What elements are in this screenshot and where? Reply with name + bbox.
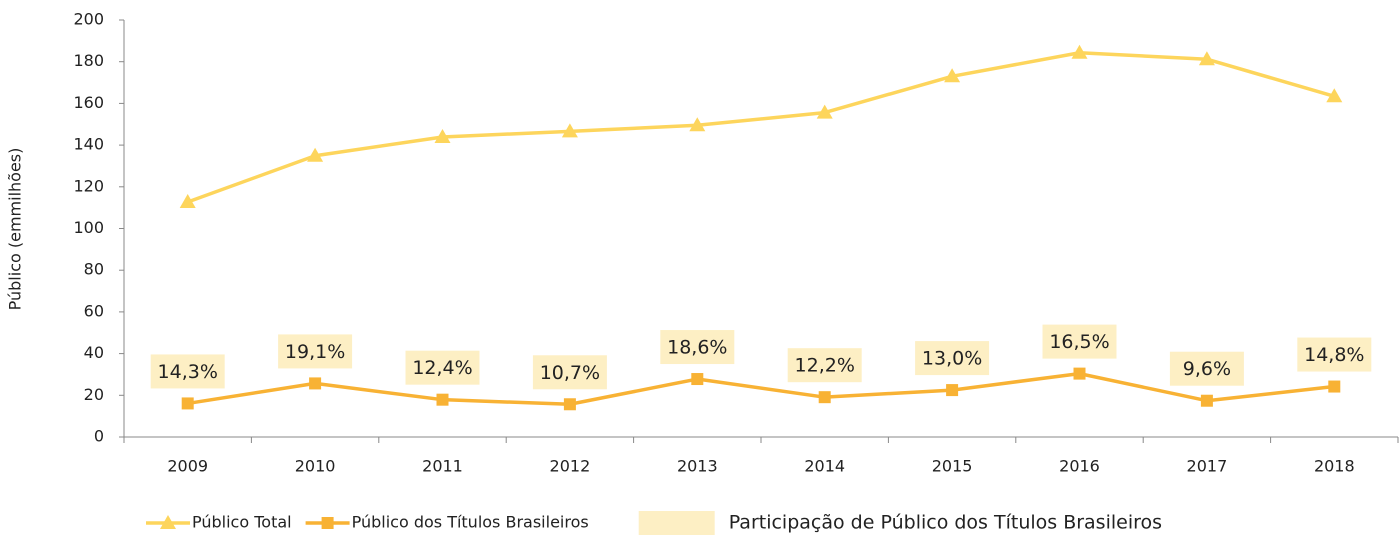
legend-label: Participação de Público dos Títulos Bras… <box>729 512 1162 534</box>
point-marker <box>816 104 833 119</box>
point-marker <box>691 373 704 386</box>
data-label: 16,5% <box>1049 331 1109 353</box>
point-marker <box>561 123 578 138</box>
series-line <box>187 371 1335 407</box>
data-label-box <box>915 341 990 376</box>
legend-swatch <box>638 511 715 535</box>
y-tick-label: 100 <box>73 218 104 237</box>
point-marker <box>434 128 451 143</box>
point-marker <box>818 391 831 404</box>
data-label: 14,3% <box>158 361 218 383</box>
x-tick-label: 2014 <box>804 457 845 476</box>
data-label-box <box>405 350 480 385</box>
data-label: 19,1% <box>285 341 345 363</box>
x-tick-label: 2018 <box>1314 457 1355 476</box>
point-marker <box>563 398 576 411</box>
legend-label: Público Total <box>192 513 292 532</box>
y-tick-label: 20 <box>84 385 104 404</box>
data-label: 18,6% <box>667 337 727 359</box>
data-label: 12,2% <box>795 355 855 377</box>
data-label: 9,6% <box>1183 358 1231 380</box>
point-marker <box>689 117 706 132</box>
y-axis-label: Público (emmilhões) <box>6 148 25 311</box>
x-tick-label: 2015 <box>932 457 973 476</box>
y-tick-label: 80 <box>84 260 104 279</box>
legend-marker <box>321 517 334 529</box>
y-tick-label: 0 <box>94 427 104 446</box>
legend-marker <box>160 515 176 529</box>
point-marker <box>1073 367 1086 380</box>
data-label-box <box>532 355 607 390</box>
point-marker <box>307 147 324 162</box>
point-marker <box>436 393 449 406</box>
point-marker <box>181 397 194 410</box>
point-marker <box>946 384 959 397</box>
x-tick-label: 2013 <box>677 457 718 476</box>
point-marker <box>179 194 196 209</box>
x-tick-label: 2016 <box>1059 457 1100 476</box>
data-label-box <box>278 334 353 369</box>
point-marker <box>1326 88 1343 103</box>
x-tick-label: 2017 <box>1187 457 1228 476</box>
x-tick-label: 2011 <box>422 457 463 476</box>
data-label-box <box>1042 324 1117 359</box>
series-line <box>187 50 1335 204</box>
y-tick-label: 40 <box>84 343 104 362</box>
y-tick-label: 160 <box>73 93 104 112</box>
point-marker <box>1328 380 1341 393</box>
y-tick-label: 200 <box>73 10 104 29</box>
y-tick-label: 120 <box>73 176 104 195</box>
data-label: 13,0% <box>922 348 982 370</box>
x-tick-label: 2010 <box>295 457 336 476</box>
point-marker <box>944 68 961 83</box>
point-marker <box>1071 44 1088 59</box>
data-label: 14,8% <box>1304 344 1364 366</box>
data-label: 10,7% <box>540 362 600 384</box>
point-marker <box>1200 394 1213 407</box>
y-tick-label: 60 <box>84 301 104 320</box>
point-marker <box>1198 51 1215 66</box>
data-label: 12,4% <box>412 357 472 379</box>
data-label-box <box>1169 351 1244 386</box>
y-tick-label: 140 <box>73 135 104 154</box>
y-tick-label: 180 <box>73 51 104 70</box>
data-label-box <box>660 330 735 365</box>
point-marker <box>309 377 322 390</box>
legend-label: Público dos Títulos Brasileiros <box>352 513 589 532</box>
x-tick-label: 2009 <box>167 457 208 476</box>
data-label-box <box>1297 337 1372 372</box>
x-tick-label: 2012 <box>550 457 591 476</box>
data-label-box <box>150 354 225 389</box>
data-label-box <box>787 348 862 383</box>
